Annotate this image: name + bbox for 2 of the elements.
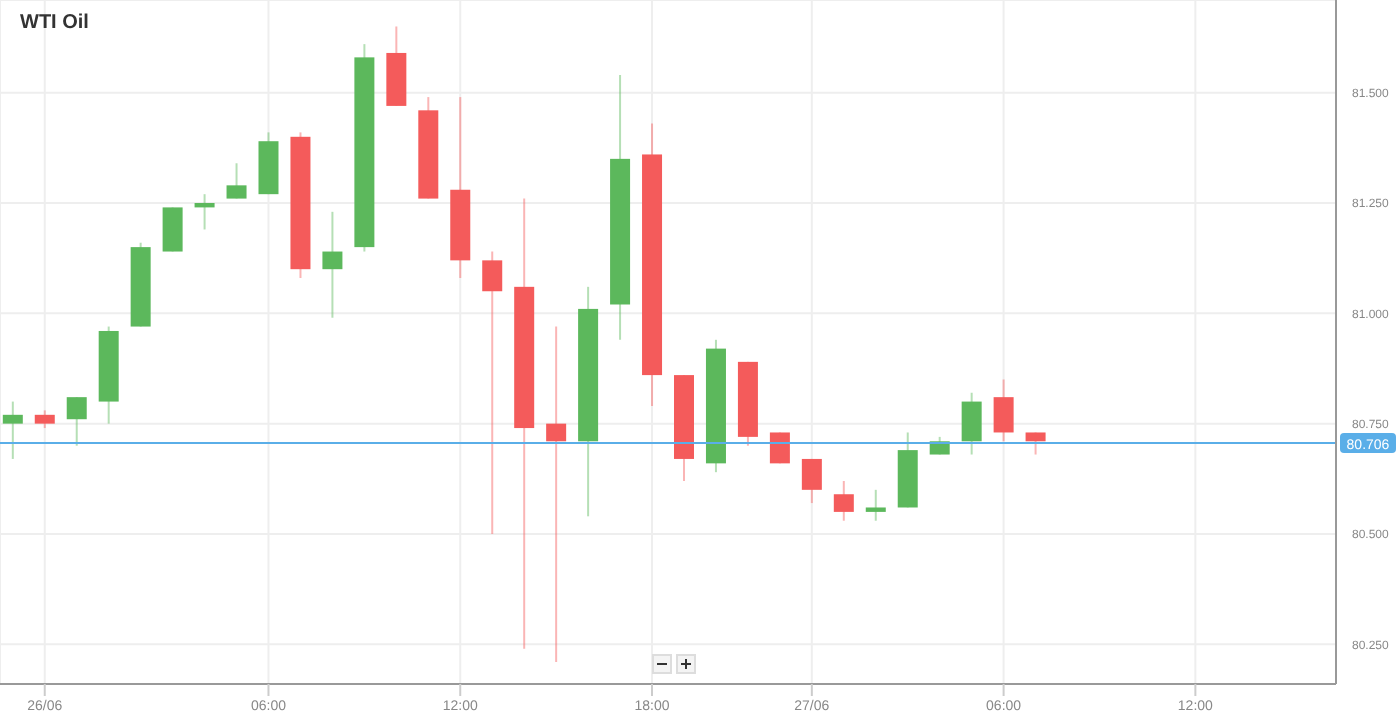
- text: WTI Oil: [20, 12, 89, 34]
- candlestick: [162, 206, 183, 253]
